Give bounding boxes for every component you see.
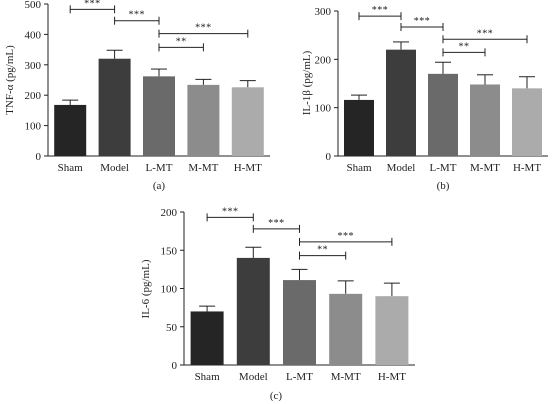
bar-model bbox=[98, 58, 131, 156]
category-label: H-MT bbox=[234, 162, 262, 174]
bar-l-mt bbox=[143, 76, 175, 156]
bar-h-mt bbox=[375, 296, 409, 365]
y-tick-label: 200 bbox=[25, 90, 42, 102]
significance-label: *** bbox=[129, 10, 146, 21]
y-axis-title: TNF-α (pg/mL) bbox=[4, 45, 16, 115]
panel-label: (b) bbox=[437, 180, 450, 192]
y-tick-label: 100 bbox=[25, 121, 42, 133]
category-label: Model bbox=[100, 162, 129, 174]
panel-label: (a) bbox=[153, 180, 166, 192]
significance-label: *** bbox=[268, 218, 285, 229]
bar-h-mt bbox=[512, 88, 542, 156]
bar-m-mt bbox=[329, 293, 363, 365]
y-tick-label: 100 bbox=[161, 284, 178, 296]
significance-label: ** bbox=[459, 41, 470, 52]
bar-sham bbox=[54, 104, 87, 156]
y-tick-label: 0 bbox=[36, 151, 42, 163]
significance-label: *** bbox=[195, 23, 212, 34]
significance-label: *** bbox=[222, 206, 239, 217]
category-label: M-MT bbox=[331, 371, 361, 383]
category-label: Sham bbox=[58, 162, 84, 174]
bar-h-mt bbox=[231, 87, 264, 156]
y-tick-label: 150 bbox=[161, 245, 178, 257]
y-tick-label: 400 bbox=[25, 29, 42, 41]
significance-label: *** bbox=[477, 28, 494, 39]
bar-l-mt bbox=[283, 280, 316, 365]
y-tick-label: 300 bbox=[25, 60, 42, 72]
y-tick-label: 50 bbox=[166, 322, 178, 334]
category-label: L-MT bbox=[286, 371, 313, 383]
bar-sham bbox=[190, 311, 224, 365]
bar-sham bbox=[344, 99, 374, 156]
category-label: H-MT bbox=[378, 371, 406, 383]
y-tick-label: 0 bbox=[172, 360, 178, 372]
significance-label: *** bbox=[84, 0, 101, 9]
y-tick-label: 200 bbox=[161, 207, 178, 219]
y-tick-label: 300 bbox=[315, 6, 332, 18]
significance-label: *** bbox=[414, 16, 431, 27]
category-label: Sham bbox=[346, 162, 372, 174]
category-label: Model bbox=[239, 371, 268, 383]
bar-model bbox=[236, 257, 270, 365]
category-label: L-MT bbox=[146, 162, 173, 174]
bar-m-mt bbox=[187, 84, 220, 156]
category-label: Model bbox=[387, 162, 416, 174]
category-label: M-MT bbox=[188, 162, 218, 174]
bar-m-mt bbox=[470, 84, 500, 156]
y-tick-label: 100 bbox=[315, 103, 332, 115]
y-axis-title: IL-1β (pg/mL) bbox=[301, 50, 313, 115]
bar-model bbox=[386, 49, 416, 156]
category-label: Sham bbox=[195, 371, 221, 383]
y-axis-title: IL-6 (pg/mL) bbox=[140, 259, 152, 318]
significance-label: *** bbox=[337, 231, 354, 242]
category-label: H-MT bbox=[513, 162, 541, 174]
y-tick-label: 200 bbox=[315, 54, 332, 66]
y-tick-label: 0 bbox=[326, 151, 332, 163]
category-label: L-MT bbox=[430, 162, 457, 174]
significance-label: ** bbox=[317, 245, 328, 256]
significance-label: *** bbox=[372, 5, 389, 16]
significance-label: ** bbox=[176, 36, 187, 47]
y-tick-label: 500 bbox=[25, 0, 42, 11]
bar-l-mt bbox=[428, 73, 458, 156]
category-label: M-MT bbox=[470, 162, 500, 174]
panel-label: (c) bbox=[270, 390, 283, 402]
